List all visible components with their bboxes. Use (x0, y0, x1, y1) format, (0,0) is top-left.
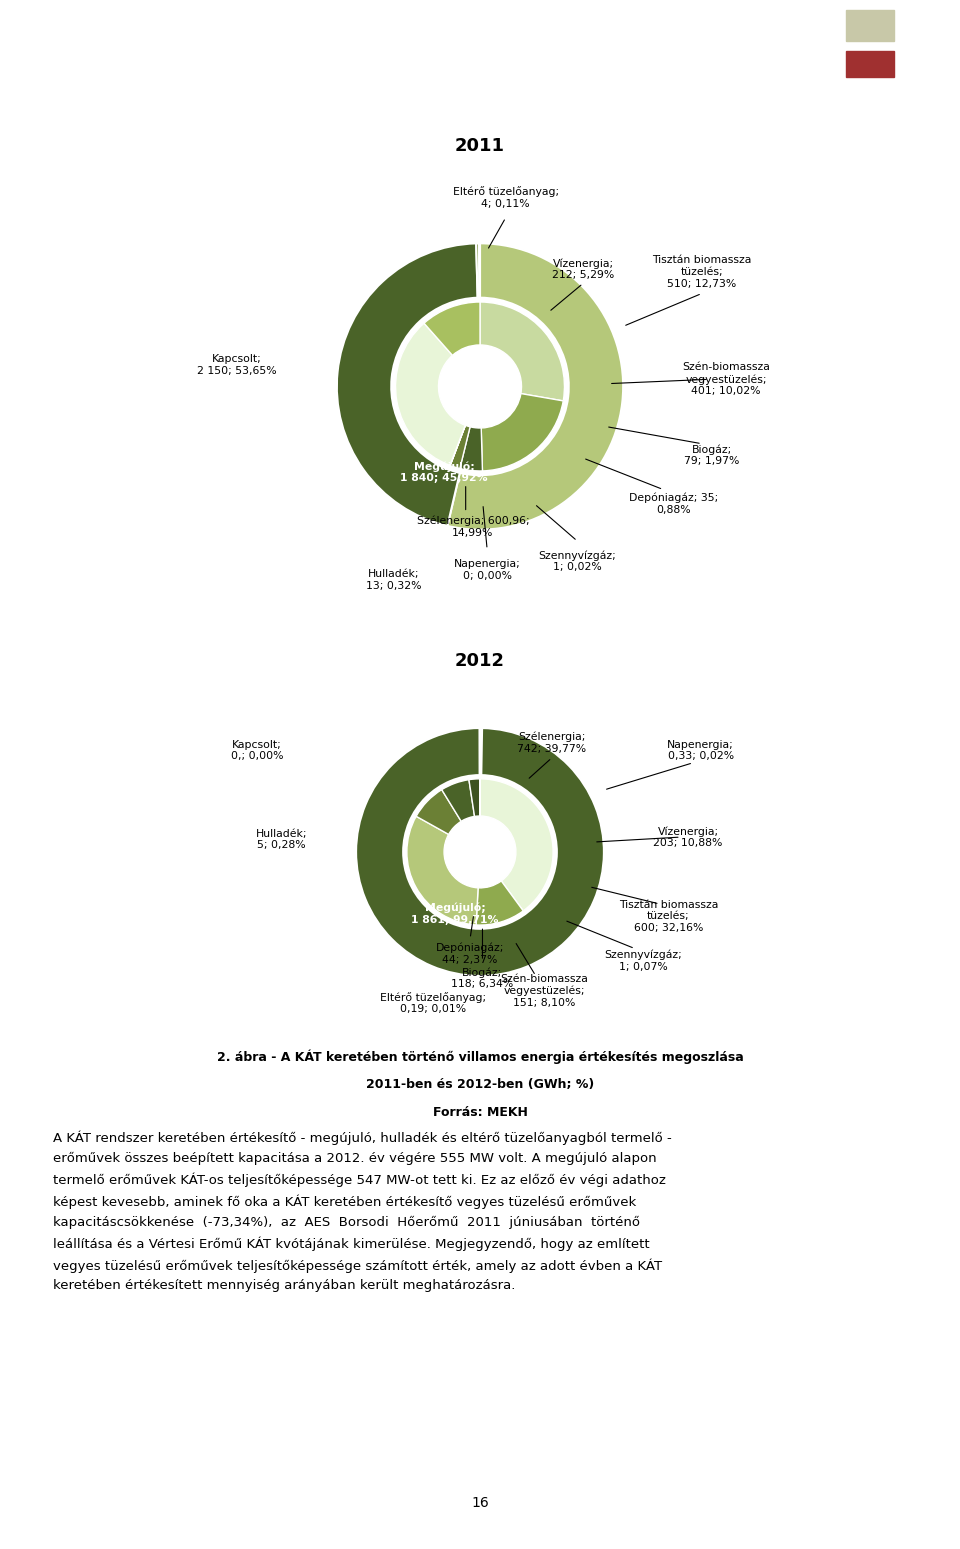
Text: Kapcsolt;
0,; 0,00%: Kapcsolt; 0,; 0,00% (230, 739, 283, 761)
Wedge shape (480, 302, 564, 401)
Text: 2011: 2011 (455, 136, 505, 155)
Bar (846, 51, 894, 76)
Wedge shape (476, 243, 479, 297)
Text: Szén-biomassza
vegyestüzelés;
401; 10,02%: Szén-biomassza vegyestüzelés; 401; 10,02… (683, 362, 770, 397)
Text: Szélenergia;
742; 39,77%: Szélenergia; 742; 39,77% (517, 731, 587, 754)
Wedge shape (424, 302, 480, 355)
Text: Megújuló;
1 861; 99,71%: Megújuló; 1 861; 99,71% (412, 903, 499, 925)
Text: Depóniagáz;
44; 2,37%: Depóniagáz; 44; 2,37% (436, 942, 504, 965)
Text: A KÁT rendszer keretében értékesítő - megújuló, hulladék és eltérő tüzelőanyagbó: A KÁT rendszer keretében értékesítő - me… (53, 1131, 672, 1292)
Text: Tisztán biomassza
tüzelés;
600; 32,16%: Tisztán biomassza tüzelés; 600; 32,16% (618, 900, 718, 932)
Text: Beszámoló a megújuló alapú villamosenergia-termelés, valamint
a kötelező átvétel: Beszámoló a megújuló alapú villamosenerg… (142, 31, 698, 68)
Text: Szennyvízgáz;
1; 0,07%: Szennyvízgáz; 1; 0,07% (605, 950, 683, 973)
Wedge shape (480, 728, 482, 774)
Text: 2011-ben és 2012-ben (GWh; %): 2011-ben és 2012-ben (GWh; %) (366, 1078, 594, 1090)
Text: Eltérő tüzelőanyag;
4; 0,11%: Eltérő tüzelőanyag; 4; 0,11% (453, 186, 559, 209)
Text: Biogáz;
118; 6,34%: Biogáz; 118; 6,34% (451, 967, 514, 990)
Wedge shape (450, 426, 466, 466)
Text: Depóniagáz; 35;
0,88%: Depóniagáz; 35; 0,88% (629, 493, 718, 514)
Text: Szennyvízgáz;
1; 0,02%: Szennyvízgáz; 1; 0,02% (539, 550, 616, 572)
Wedge shape (407, 816, 478, 925)
Text: Szélenergia; 600,96;
14,99%: Szélenergia; 600,96; 14,99% (417, 516, 529, 538)
Wedge shape (476, 881, 523, 925)
Text: Szén-biomassza
vegyestüzelés;
151; 8,10%: Szén-biomassza vegyestüzelés; 151; 8,10% (500, 974, 588, 1008)
Text: 16: 16 (471, 1495, 489, 1510)
Text: Hulladék;
13; 0,32%: Hulladék; 13; 0,32% (367, 568, 421, 590)
Wedge shape (460, 428, 483, 471)
Wedge shape (480, 779, 553, 911)
Text: Napenergia;
0; 0,00%: Napenergia; 0; 0,00% (454, 559, 520, 581)
Bar (846, 11, 894, 40)
Text: Megújuló;
1 840; 45,92%: Megújuló; 1 840; 45,92% (400, 462, 488, 483)
Wedge shape (356, 728, 604, 976)
Wedge shape (468, 779, 480, 816)
Text: Biogáz;
79; 1,97%: Biogáz; 79; 1,97% (684, 445, 739, 466)
Text: Napenergia;
0,33; 0,02%: Napenergia; 0,33; 0,02% (667, 739, 734, 761)
Text: Vízenergia;
212; 5,29%: Vízenergia; 212; 5,29% (552, 259, 614, 280)
Wedge shape (417, 790, 461, 835)
Text: 2012: 2012 (455, 652, 505, 671)
Wedge shape (481, 393, 564, 471)
Text: Vízenergia;
203; 10,88%: Vízenergia; 203; 10,88% (654, 826, 723, 849)
Wedge shape (450, 426, 466, 465)
Wedge shape (337, 243, 478, 525)
Text: Eltérő tüzelőanyag;
0,19; 0,01%: Eltérő tüzelőanyag; 0,19; 0,01% (380, 991, 486, 1015)
Wedge shape (396, 324, 466, 465)
Text: 2. ábra - A KÁT keretében történő villamos energia értékesítés megoszlása: 2. ábra - A KÁT keretében történő villam… (217, 1049, 743, 1064)
Text: Tisztán biomassza
tüzelés;
510; 12,73%: Tisztán biomassza tüzelés; 510; 12,73% (652, 256, 752, 288)
Text: Hulladék;
5; 0,28%: Hulladék; 5; 0,28% (256, 829, 307, 850)
Wedge shape (450, 426, 470, 468)
Wedge shape (442, 779, 474, 821)
Text: Kapcsolt;
2 150; 53,65%: Kapcsolt; 2 150; 53,65% (197, 355, 276, 376)
Wedge shape (447, 243, 623, 530)
Text: Forrás: MEKH: Forrás: MEKH (433, 1106, 527, 1120)
